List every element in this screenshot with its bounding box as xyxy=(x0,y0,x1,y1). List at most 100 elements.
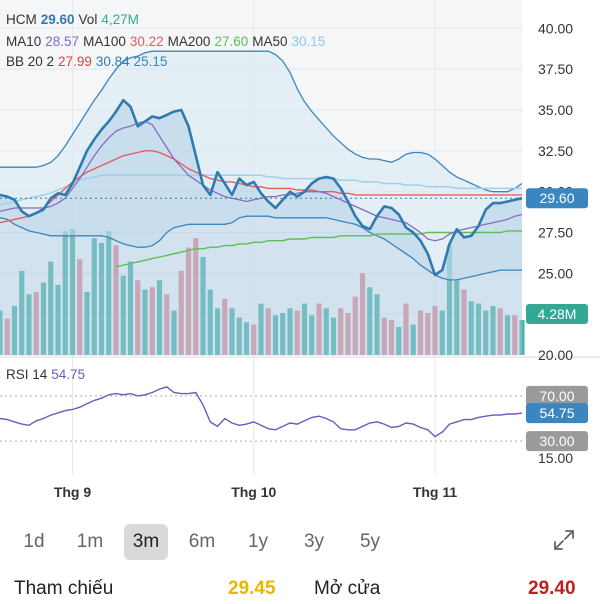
ma50-line xyxy=(0,174,522,206)
time-tick-label: Thg 10 xyxy=(231,484,276,500)
volume-bar xyxy=(98,242,105,355)
time-tick-label: Thg 11 xyxy=(413,484,458,500)
volume-bar xyxy=(258,303,264,355)
volume-bar xyxy=(214,308,221,355)
ref-price-label: Tham chiếu xyxy=(14,578,114,599)
price-tick-label: 37.50 xyxy=(538,61,573,77)
bollinger-upper-line xyxy=(0,50,523,193)
volume-bar xyxy=(193,238,199,355)
volume-bar xyxy=(185,247,192,355)
volume-bar xyxy=(396,326,402,355)
volume-bar xyxy=(120,275,126,355)
volume-bar xyxy=(367,287,373,355)
volume-bar xyxy=(425,312,431,355)
rsi-legend: RSI 14 54.75 xyxy=(6,367,89,382)
timeframe-1d[interactable]: 1d xyxy=(23,531,45,552)
time-axis: Thg 9 Thg 10 Thg 11 xyxy=(54,484,458,500)
rsi-value-tag: 54.75 xyxy=(539,405,574,421)
legend-row-3: BB 20 2 27.99 30.84 25.15 xyxy=(6,54,171,69)
ma100-line xyxy=(0,150,522,224)
volume-bar xyxy=(468,301,474,355)
volume-bar xyxy=(410,324,416,355)
rsi-legend-value: 54.75 xyxy=(51,367,86,382)
volume-bar xyxy=(417,310,424,355)
volume-tag-bg xyxy=(526,304,588,324)
volume-bar xyxy=(48,261,54,355)
volume-bar xyxy=(200,256,206,355)
timeframe-1y[interactable]: 1y xyxy=(247,531,269,552)
volume-bar xyxy=(243,322,250,355)
rsi-tick-label: 15.00 xyxy=(538,450,573,466)
timeframe-selector: 1d 1m 3m 6m 1y 3y 5y xyxy=(10,520,590,564)
rsi-high-tag: 70.00 xyxy=(539,388,574,404)
legend-ma10: 28.57 xyxy=(45,34,80,49)
volume-bar xyxy=(490,305,496,355)
volume-bar xyxy=(497,308,503,355)
volume-bar xyxy=(77,259,83,355)
expand-icon[interactable] xyxy=(552,528,576,552)
volume-bar xyxy=(222,298,228,355)
ref-price-value: 29.45 xyxy=(228,578,276,599)
volume-bar xyxy=(33,291,39,355)
timeframe-5y[interactable]: 5y xyxy=(359,531,381,552)
volume-bar xyxy=(323,308,329,355)
volume-bar xyxy=(330,317,337,355)
volume-bar xyxy=(446,245,453,355)
volume-bar xyxy=(403,303,409,355)
volume-bar xyxy=(345,312,351,355)
volume-bar xyxy=(55,284,61,355)
timeframe-1m[interactable]: 1m xyxy=(76,531,104,552)
volume-bars xyxy=(0,228,525,355)
last-price-tag-bg xyxy=(526,188,588,209)
volume-bar xyxy=(432,305,438,355)
indicator-lines xyxy=(0,50,523,281)
volume-bar xyxy=(142,289,148,355)
volume-bar xyxy=(127,261,134,355)
price-area-fill xyxy=(0,100,522,355)
volume-bar xyxy=(69,228,76,355)
volume-bar xyxy=(519,319,525,355)
price-axis: 40.0037.5035.0032.5030.0027.5025.0022.50… xyxy=(526,20,588,466)
volume-tag: 4.28M xyxy=(538,306,577,322)
legend-vol-label: Vol xyxy=(78,12,98,27)
legend-ma100-label: MA100 xyxy=(83,34,126,49)
timeframe-6m[interactable]: 6m xyxy=(188,531,216,552)
volume-bar xyxy=(265,308,271,355)
legend-bb-lower: 25.15 xyxy=(133,54,168,69)
timeframe-3y[interactable]: 3y xyxy=(303,531,325,552)
volume-bar xyxy=(26,294,32,355)
timeframe-3m[interactable]: 3m xyxy=(124,524,168,560)
volume-bar xyxy=(84,291,90,355)
volume-bar xyxy=(11,305,18,355)
rsi-panel xyxy=(0,386,523,442)
volume-bar xyxy=(309,315,315,355)
price-chart[interactable]: 40.0037.5035.0032.5030.0027.5025.0022.50… xyxy=(0,0,600,515)
volume-bar xyxy=(229,308,235,355)
volume-bar xyxy=(91,238,97,355)
volume-bar xyxy=(4,318,10,355)
volume-bar xyxy=(381,317,387,355)
volume-bar xyxy=(236,317,242,355)
volume-bar xyxy=(461,289,467,355)
volume-bar xyxy=(483,310,489,355)
open-price-value: 29.40 xyxy=(528,578,576,599)
price-tick-label: 20.00 xyxy=(538,347,573,363)
volume-bar xyxy=(359,273,366,355)
volume-bar xyxy=(388,319,395,355)
volume-bar xyxy=(272,315,279,355)
legend-ma200-label: MA200 xyxy=(167,34,211,49)
volume-bar xyxy=(19,270,25,355)
legend-bb-label: BB 20 2 xyxy=(6,54,55,69)
legend-price: 29.60 xyxy=(40,12,75,27)
volume-bar xyxy=(171,310,177,355)
volume-bar xyxy=(454,280,460,355)
volume-bar xyxy=(374,294,380,355)
last-price-tag: 29.60 xyxy=(539,190,574,206)
volume-bar xyxy=(287,308,293,355)
time-tick-label: Thg 9 xyxy=(54,484,92,500)
volume-bar xyxy=(512,315,518,355)
volume-bar xyxy=(504,315,511,355)
volume-bar xyxy=(0,310,3,355)
volume-bar xyxy=(135,280,141,355)
volume-bar xyxy=(113,245,119,355)
